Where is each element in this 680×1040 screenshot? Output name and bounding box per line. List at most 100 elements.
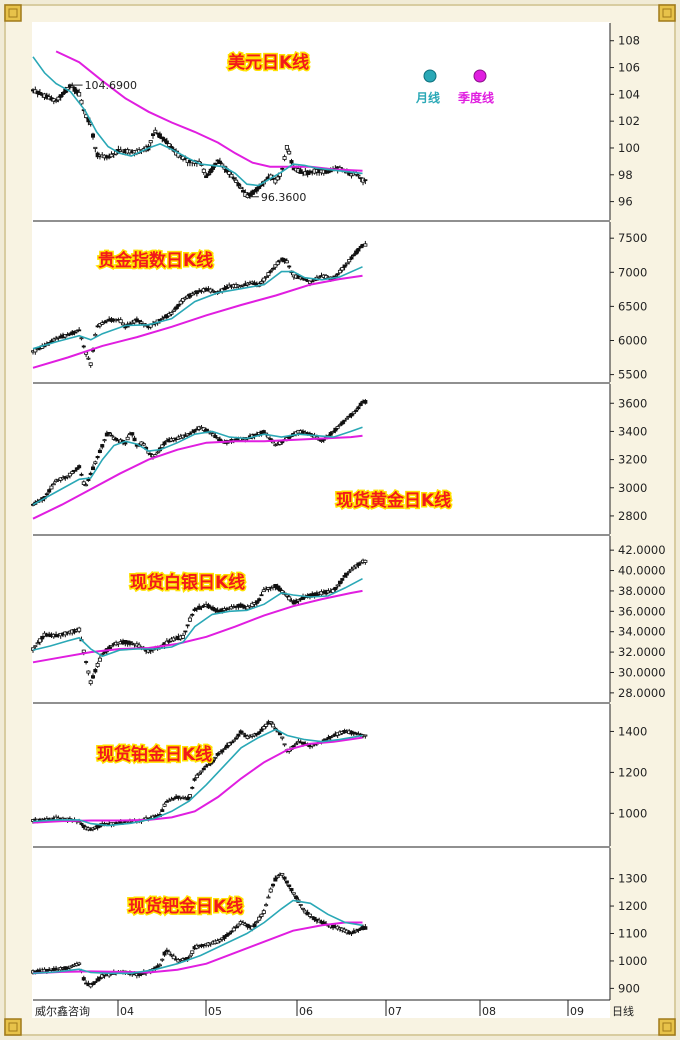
candle-body — [217, 438, 222, 442]
candle-body — [335, 584, 340, 587]
y-tick-label: 2800 — [618, 509, 647, 523]
candle-body — [241, 604, 246, 608]
candle-body — [319, 440, 324, 442]
candle-body — [185, 433, 190, 437]
candle-body — [224, 744, 229, 749]
candle-body — [93, 461, 98, 464]
y-tick-label: 34.0000 — [618, 625, 666, 639]
candle-body — [275, 176, 280, 181]
candle-body — [155, 965, 160, 968]
candle-body — [231, 927, 236, 932]
candle-body — [77, 627, 82, 632]
panel-title: 现货黄金日K线 — [336, 490, 451, 511]
candle-body — [222, 748, 227, 750]
candle-body — [206, 604, 211, 609]
candle-body — [261, 589, 266, 593]
candle-body — [215, 940, 220, 944]
candle-body — [88, 680, 93, 685]
candle-body — [227, 742, 232, 746]
candle-body — [97, 976, 102, 980]
candle-body — [213, 435, 218, 439]
candle-body — [65, 475, 70, 478]
candle-body — [333, 586, 338, 591]
y-tick-label: 102 — [618, 114, 640, 128]
y-tick-label: 32.0000 — [618, 645, 666, 659]
candle-body — [275, 875, 280, 878]
candle-body — [208, 761, 213, 765]
candle-body — [356, 174, 361, 177]
candle-body — [337, 580, 342, 585]
candle-body — [100, 444, 105, 448]
candle-body — [190, 786, 195, 789]
candle-body — [190, 613, 195, 616]
candle-body — [271, 883, 276, 887]
candle-body — [333, 427, 338, 432]
candle-body — [261, 910, 266, 914]
candle-body — [227, 171, 232, 175]
candle-body — [84, 484, 89, 487]
candle-body — [187, 794, 192, 798]
candle-body — [342, 575, 347, 578]
candle-body — [291, 745, 296, 748]
candle-body — [277, 587, 282, 592]
candle-body — [49, 340, 54, 343]
ma-quarter-line — [32, 274, 363, 369]
candle-body — [199, 770, 204, 773]
candle-body — [222, 935, 227, 939]
candle-body — [266, 272, 271, 277]
chart-panel: 5500 6000 6500 7000 7500 贵金指数日K线 — [30, 220, 647, 382]
candle-body — [268, 270, 273, 273]
y-tick-label: 40.0000 — [618, 564, 666, 578]
candle-body — [79, 337, 84, 340]
candle-body — [273, 264, 278, 268]
candle-body — [238, 186, 243, 189]
candle-body — [160, 136, 165, 140]
candle-body — [264, 904, 269, 907]
candle-body — [164, 140, 169, 145]
panel-title: 现货铂金日K线 — [97, 744, 212, 765]
candle-body — [187, 617, 192, 622]
candle-body — [74, 89, 79, 94]
candle-body — [236, 733, 241, 737]
chart-panel: 2800 3000 3200 3400 3600 现货黄金日K线 — [30, 382, 647, 534]
candle-body — [354, 929, 359, 933]
ma-quarter-line — [32, 589, 363, 664]
candle-body — [277, 259, 282, 262]
candle-body — [58, 94, 63, 98]
candle-body — [164, 949, 169, 952]
candle-body — [307, 913, 312, 917]
y-tick-label: 3200 — [618, 453, 647, 467]
y-tick-label: 3000 — [618, 481, 647, 495]
chart-panel: 900 1000 1100 1200 1300 现货钯金日K线 — [30, 846, 647, 1000]
candle-body — [294, 895, 299, 899]
ma-month-line — [32, 728, 363, 827]
candle-body — [169, 954, 174, 957]
candle-body — [84, 661, 89, 663]
candle-body — [93, 146, 98, 149]
candle-body — [65, 334, 70, 337]
candle-body — [102, 439, 107, 442]
corner-ornament-icon — [658, 1018, 676, 1036]
y-tick-label: 5500 — [618, 368, 647, 382]
y-tick-label: 42.0000 — [618, 543, 666, 557]
candle-body — [268, 438, 273, 441]
candle-body — [317, 276, 322, 279]
candle-body — [35, 642, 40, 645]
candle-body — [344, 262, 349, 265]
candle-body — [171, 309, 176, 312]
plot-area — [32, 22, 610, 1018]
candle-body — [291, 892, 296, 895]
candle-body — [114, 437, 119, 441]
x-tick-label: 09 — [570, 1005, 584, 1018]
candle-body — [284, 880, 289, 884]
y-tick-label: 38.0000 — [618, 584, 666, 598]
candle-body — [282, 876, 287, 880]
footer-period-label: 日线 — [612, 1004, 634, 1018]
candle-body — [91, 982, 96, 986]
corner-ornament-icon — [4, 1018, 22, 1036]
y-tick-label: 1300 — [618, 872, 647, 886]
candle-body — [340, 421, 345, 425]
candle-body — [201, 168, 206, 173]
candle-body — [72, 469, 77, 472]
candle-body — [91, 133, 96, 138]
